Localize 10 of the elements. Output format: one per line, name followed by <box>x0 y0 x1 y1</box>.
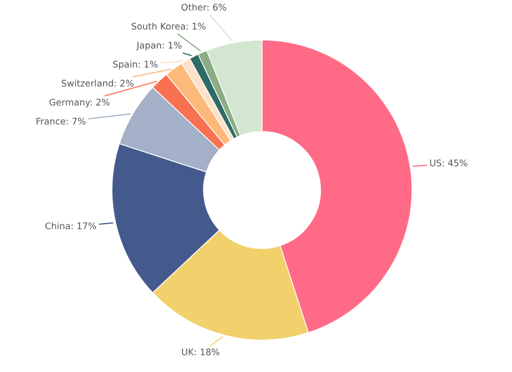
slice-label: Japan: 1% <box>136 42 182 50</box>
slice-label: China: 17% <box>45 222 96 230</box>
slice-label: UK: 18% <box>182 348 220 356</box>
slice-label: Other: 6% <box>182 4 226 11</box>
slice-label: Spain: 1% <box>113 60 158 70</box>
slice-label: France: 7% <box>36 118 86 125</box>
slice-label: US: 45% <box>430 160 468 166</box>
slice-label: Germany: 2% <box>49 98 110 108</box>
slice-label: South Korea: 1% <box>132 22 206 30</box>
slice-label: Switzerland: 2% <box>62 80 134 87</box>
